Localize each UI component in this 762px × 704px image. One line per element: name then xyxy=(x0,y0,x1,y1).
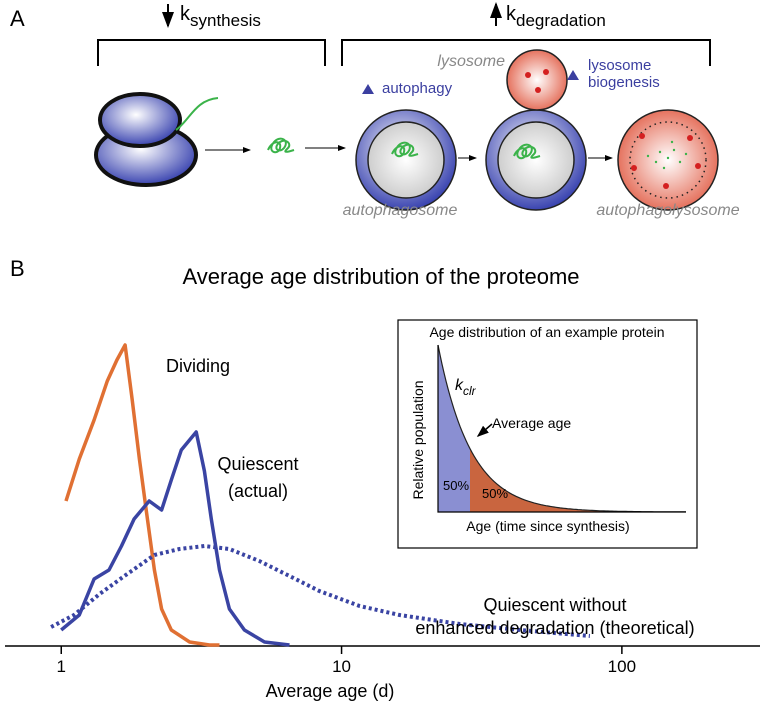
up-triangle xyxy=(362,84,374,94)
autophagolysosome-label: autophagolysosome xyxy=(596,202,739,219)
k: k xyxy=(506,3,517,25)
k: k xyxy=(455,377,464,394)
subscript: synthesis xyxy=(190,11,261,30)
x-tick-label: 100 xyxy=(608,657,636,676)
lysosome-label: lysosome xyxy=(437,53,505,70)
annotation: enhanced degradation (theoretical) xyxy=(415,618,694,638)
inset-title: Age distribution of an example protein xyxy=(429,324,664,340)
annotation: (actual) xyxy=(228,481,288,501)
k-synthesis: ksynthesis xyxy=(180,3,261,30)
subscript: degradation xyxy=(516,11,606,30)
biogenesis-label: lysosome xyxy=(588,57,651,74)
series-line xyxy=(60,430,290,647)
k-clr: kclr xyxy=(455,377,477,398)
bracket xyxy=(341,39,711,66)
annotation: Dividing xyxy=(166,356,230,376)
x-tick-label: 1 xyxy=(57,657,66,676)
autophagosome-lumen xyxy=(367,121,445,199)
panel-label: B xyxy=(10,256,25,281)
arrow xyxy=(476,423,493,437)
inset-y-label: Relative population xyxy=(410,380,426,499)
lysosome xyxy=(506,49,568,111)
fusion-lumen xyxy=(497,121,575,199)
x-tick-label: 10 xyxy=(332,657,351,676)
fragments xyxy=(646,140,688,170)
up-triangle xyxy=(567,70,579,80)
hydrolases xyxy=(525,69,549,93)
arrow-label: Average age xyxy=(492,415,571,431)
share-label: 50% xyxy=(482,486,508,501)
series-line xyxy=(64,343,220,647)
protein xyxy=(267,137,295,154)
annotation: Quiescent without xyxy=(483,595,626,615)
autophagosome-label: autophagosome xyxy=(343,202,458,219)
bracket xyxy=(97,39,326,66)
inset-x-label: Age (time since synthesis) xyxy=(466,518,629,534)
subscript: clr xyxy=(463,384,477,398)
chart-title: Average age distribution of the proteome xyxy=(182,264,579,289)
x-axis-label: Average age (d) xyxy=(266,681,395,701)
hydrolases xyxy=(631,133,701,189)
autophagy-label: autophagy xyxy=(382,80,453,97)
inset-area-old xyxy=(470,448,686,512)
nascent-chain xyxy=(175,97,219,131)
annotation: Quiescent xyxy=(217,454,298,474)
series-line xyxy=(50,544,591,638)
inset: Age distribution of an example protein R… xyxy=(397,319,698,549)
inner-membrane xyxy=(629,121,707,199)
panel-label: A xyxy=(10,6,25,31)
biogenesis-label: biogenesis xyxy=(588,74,660,91)
inset-axes xyxy=(437,345,686,513)
k: k xyxy=(180,3,191,25)
panel-a: A ksynthesis kdegradation autophagy auto… xyxy=(10,2,740,219)
share-label: 50% xyxy=(443,478,469,493)
k-degradation: kdegradation xyxy=(506,3,606,30)
autophagolysosome xyxy=(617,109,719,211)
ribosome-small xyxy=(98,92,182,148)
inset-area-young xyxy=(438,345,470,512)
